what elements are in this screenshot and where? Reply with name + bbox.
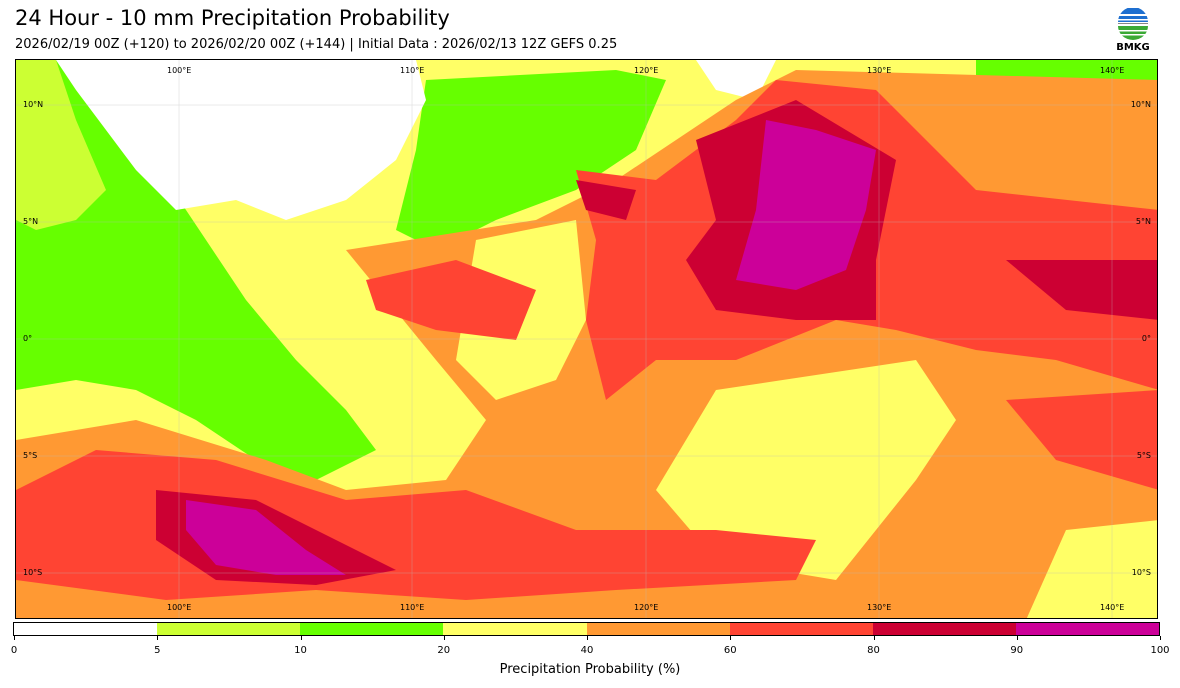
lon-label-top: 100°E bbox=[167, 66, 192, 75]
lon-label-top: 120°E bbox=[634, 66, 659, 75]
lat-label-left: 0° bbox=[23, 334, 33, 343]
colorbar-tick-mark bbox=[1160, 636, 1161, 640]
lon-label-top: 110°E bbox=[400, 66, 425, 75]
lat-label-right: 10°S bbox=[1131, 568, 1151, 577]
colorbar-label: Precipitation Probability (%) bbox=[499, 662, 681, 677]
lon-label-bottom: 140°E bbox=[1100, 603, 1125, 612]
colorbar-tick-mark bbox=[443, 636, 445, 640]
lon-label-bottom: 110°E bbox=[400, 603, 425, 612]
lon-label-top: 140°E bbox=[1100, 66, 1125, 75]
colorbar-tick-mark bbox=[730, 636, 732, 640]
colorbar-tick-label: 10 bbox=[294, 645, 307, 656]
lat-label-left: 5°N bbox=[23, 217, 39, 226]
colorbar-segment bbox=[872, 623, 1016, 635]
bmkg-logo-icon bbox=[1118, 7, 1148, 40]
bmkg-logo: BMKG bbox=[1112, 7, 1154, 53]
logo-text: BMKG bbox=[1116, 42, 1150, 53]
lat-label-right: 5°N bbox=[1135, 217, 1151, 226]
colorbar-segment bbox=[586, 623, 730, 635]
colorbar-tick-mark bbox=[157, 636, 159, 640]
lat-label-left: 10°S bbox=[23, 568, 43, 577]
colorbar-tick-label: 80 bbox=[867, 645, 880, 656]
colorbar-tick-mark bbox=[14, 636, 15, 640]
lon-label-bottom: 130°E bbox=[867, 603, 892, 612]
chart-subtitle: 2026/02/19 00Z (+120) to 2026/02/20 00Z … bbox=[15, 37, 618, 52]
lat-label-right: 5°S bbox=[1136, 451, 1151, 460]
colorbar-tick-mark bbox=[587, 636, 588, 640]
colorbar bbox=[13, 622, 1160, 636]
colorbar-tick-mark bbox=[300, 636, 302, 640]
lat-label-right: 10°N bbox=[1130, 100, 1151, 109]
colorbar-tick-label: 0 bbox=[10, 645, 18, 656]
colorbar-segment bbox=[1015, 623, 1159, 635]
lon-label-bottom: 100°E bbox=[167, 603, 192, 612]
lon-label-top: 130°E bbox=[867, 66, 892, 75]
colorbar-tick-mark bbox=[1016, 636, 1018, 640]
colorbar-tick-label: 40 bbox=[580, 645, 594, 656]
lon-label-bottom: 120°E bbox=[634, 603, 659, 612]
colorbar-tick-label: 20 bbox=[437, 645, 451, 656]
chart-title: 24 Hour - 10 mm Precipitation Probabilit… bbox=[15, 6, 450, 30]
colorbar-tick-mark bbox=[873, 636, 875, 640]
probability-field bbox=[16, 60, 1157, 618]
colorbar-segment bbox=[729, 623, 873, 635]
colorbar-tick-label: 60 bbox=[723, 645, 737, 656]
colorbar-tick-label: 100 bbox=[1150, 645, 1170, 656]
probability-map: 100°E 110°E 120°E 130°E 140°E 100°E 110°… bbox=[15, 59, 1158, 619]
lat-label-left: 10°N bbox=[23, 100, 44, 109]
colorbar-tick-label: 90 bbox=[1010, 645, 1024, 656]
colorbar-segment bbox=[443, 623, 587, 635]
lat-label-left: 5°S bbox=[23, 451, 38, 460]
colorbar-tick-label: 5 bbox=[154, 645, 161, 656]
colorbar-segment bbox=[14, 623, 158, 635]
lat-label-right: 0° bbox=[1141, 334, 1151, 343]
colorbar-segment bbox=[300, 623, 444, 635]
colorbar-segment bbox=[157, 623, 301, 635]
